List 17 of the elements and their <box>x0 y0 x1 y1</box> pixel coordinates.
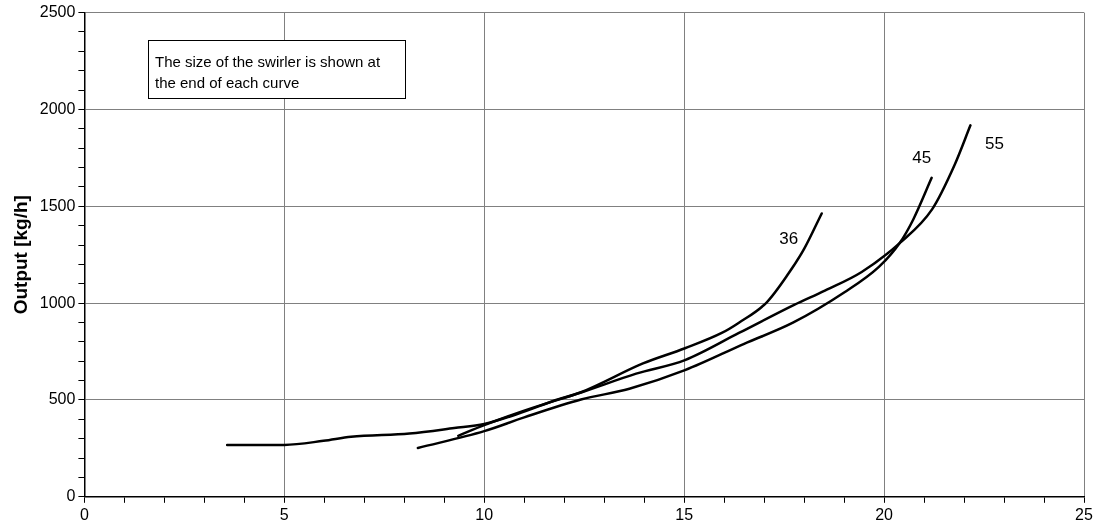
y-tick-label: 1500 <box>39 196 76 214</box>
x-tick-label: 20 <box>875 505 894 523</box>
series-label: 45 <box>912 148 932 168</box>
y-tick-label: 0 <box>66 487 76 505</box>
y-tick-label: 1000 <box>39 293 76 311</box>
x-tick-label: 0 <box>79 505 89 523</box>
x-tick-label: 5 <box>279 505 289 523</box>
annotation: The size of the swirler is shown at the end of each curve <box>148 40 406 99</box>
x-tick-label: 25 <box>1075 505 1093 523</box>
x-tick-label: 10 <box>475 505 494 523</box>
y-axis-title: Output [kg/h] <box>9 195 31 315</box>
series-label: 36 <box>779 229 799 249</box>
series-label: 55 <box>984 134 1004 154</box>
x-tick-label: 15 <box>675 505 694 523</box>
y-tick-label: 2500 <box>39 3 76 21</box>
y-tick-label: 2000 <box>39 99 76 117</box>
y-tick-label: 500 <box>48 390 76 408</box>
